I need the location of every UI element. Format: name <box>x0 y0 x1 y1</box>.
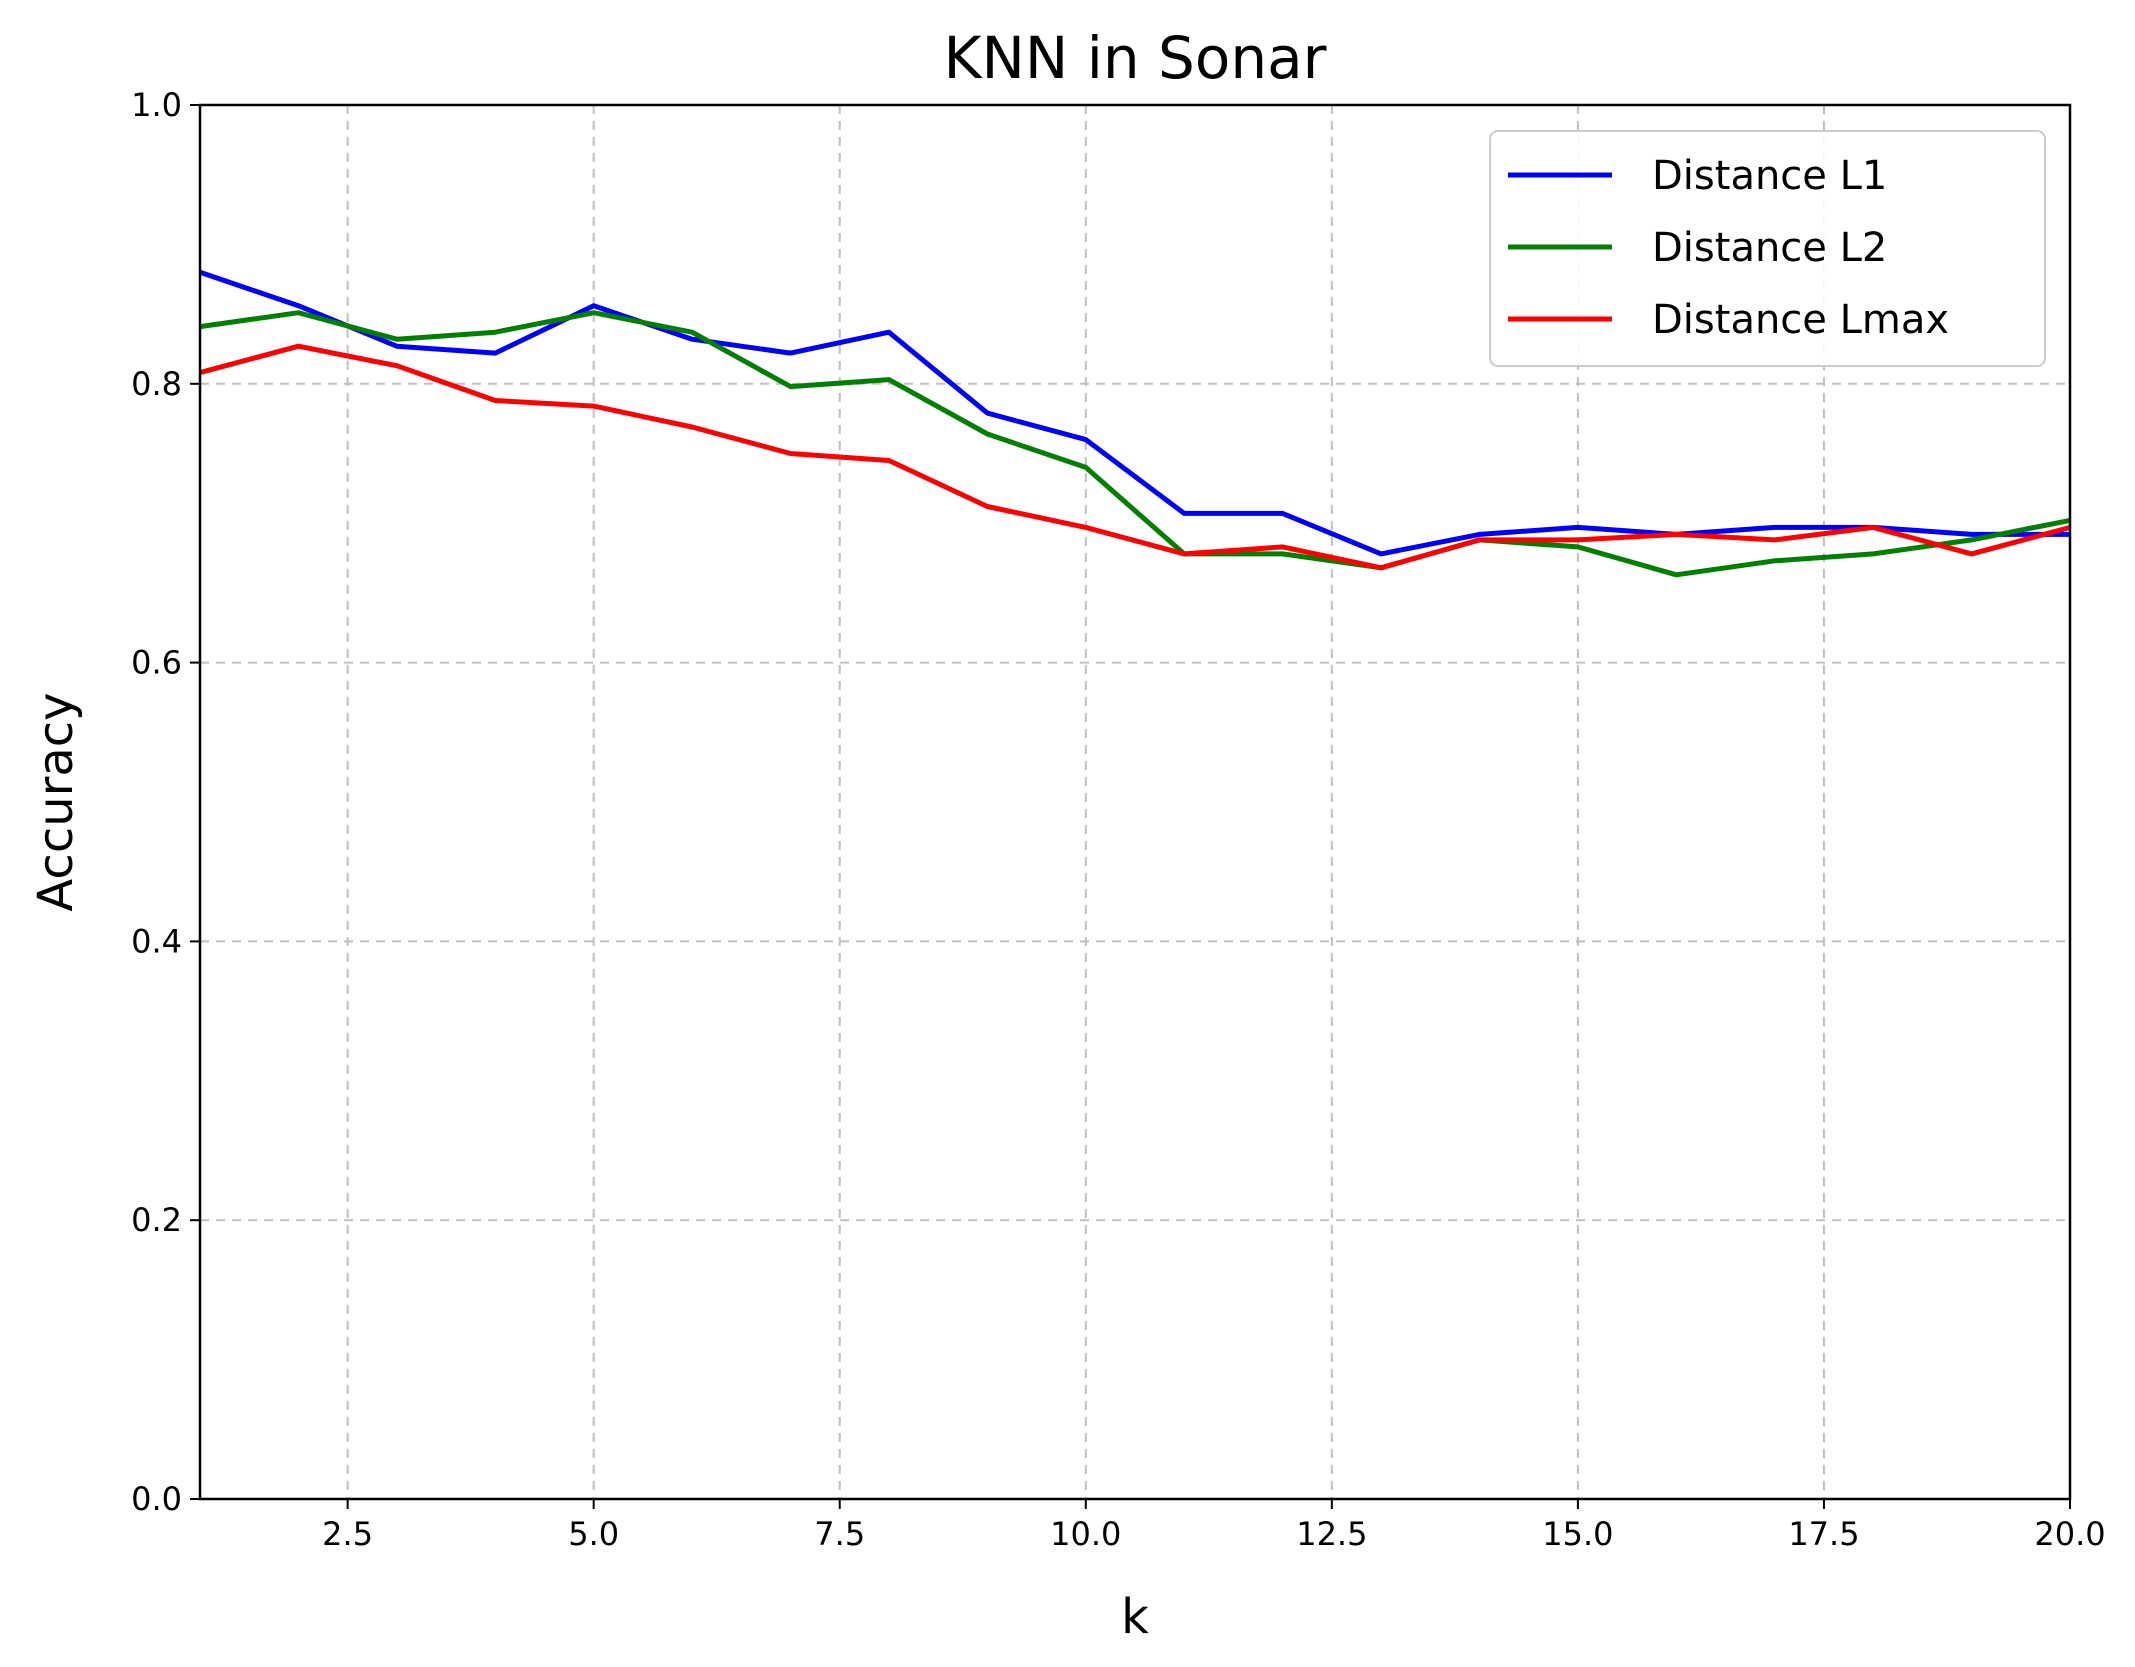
x-axis-title: k <box>1121 1589 1149 1645</box>
x-tick-label: 10.0 <box>1050 1515 1121 1553</box>
plot-frame <box>198 103 2072 1501</box>
y-tick-label: 0.2 <box>131 1201 182 1239</box>
series-line-distance-l1 <box>199 269 2070 557</box>
series-line-distance-l2 <box>199 310 2071 578</box>
legend-label-distance-l1: Distance L1 <box>1652 153 1887 199</box>
x-tick-label: 2.5 <box>322 1515 373 1553</box>
y-tick-label: 0.0 <box>131 1480 182 1518</box>
x-tick-label: 12.5 <box>1296 1515 1367 1553</box>
legend: Distance L1 Distance L2 Distance Lmax <box>1489 130 2046 367</box>
x-tick-label: 5.0 <box>568 1515 619 1553</box>
x-tick-label: 17.5 <box>1788 1515 1859 1553</box>
y-axis: 0.0 0.2 0.4 0.6 0.8 1.0 <box>131 86 200 1518</box>
x-tick-label: 15.0 <box>1542 1515 1613 1553</box>
y-tick-label: 0.8 <box>131 365 182 403</box>
x-tick-label: 7.5 <box>814 1515 865 1553</box>
y-tick-label: 1.0 <box>131 86 182 124</box>
legend-label-distance-l2: Distance L2 <box>1652 225 1887 271</box>
series-layer <box>199 269 2071 578</box>
legend-box <box>1489 130 2046 367</box>
y-tick-label: 0.4 <box>131 922 182 960</box>
series-line-distance-lmax <box>199 343 2071 571</box>
chart-title: KNN in Sonar <box>943 24 1326 92</box>
x-axis: 2.5 5.0 7.5 10.0 12.5 15.0 17.5 20.0 <box>322 1499 2106 1553</box>
y-axis-title: Accuracy <box>28 692 84 911</box>
legend-label-distance-lmax: Distance Lmax <box>1652 297 1949 343</box>
y-tick-label: 0.6 <box>131 644 182 682</box>
x-tick-label: 20.0 <box>2034 1515 2105 1553</box>
